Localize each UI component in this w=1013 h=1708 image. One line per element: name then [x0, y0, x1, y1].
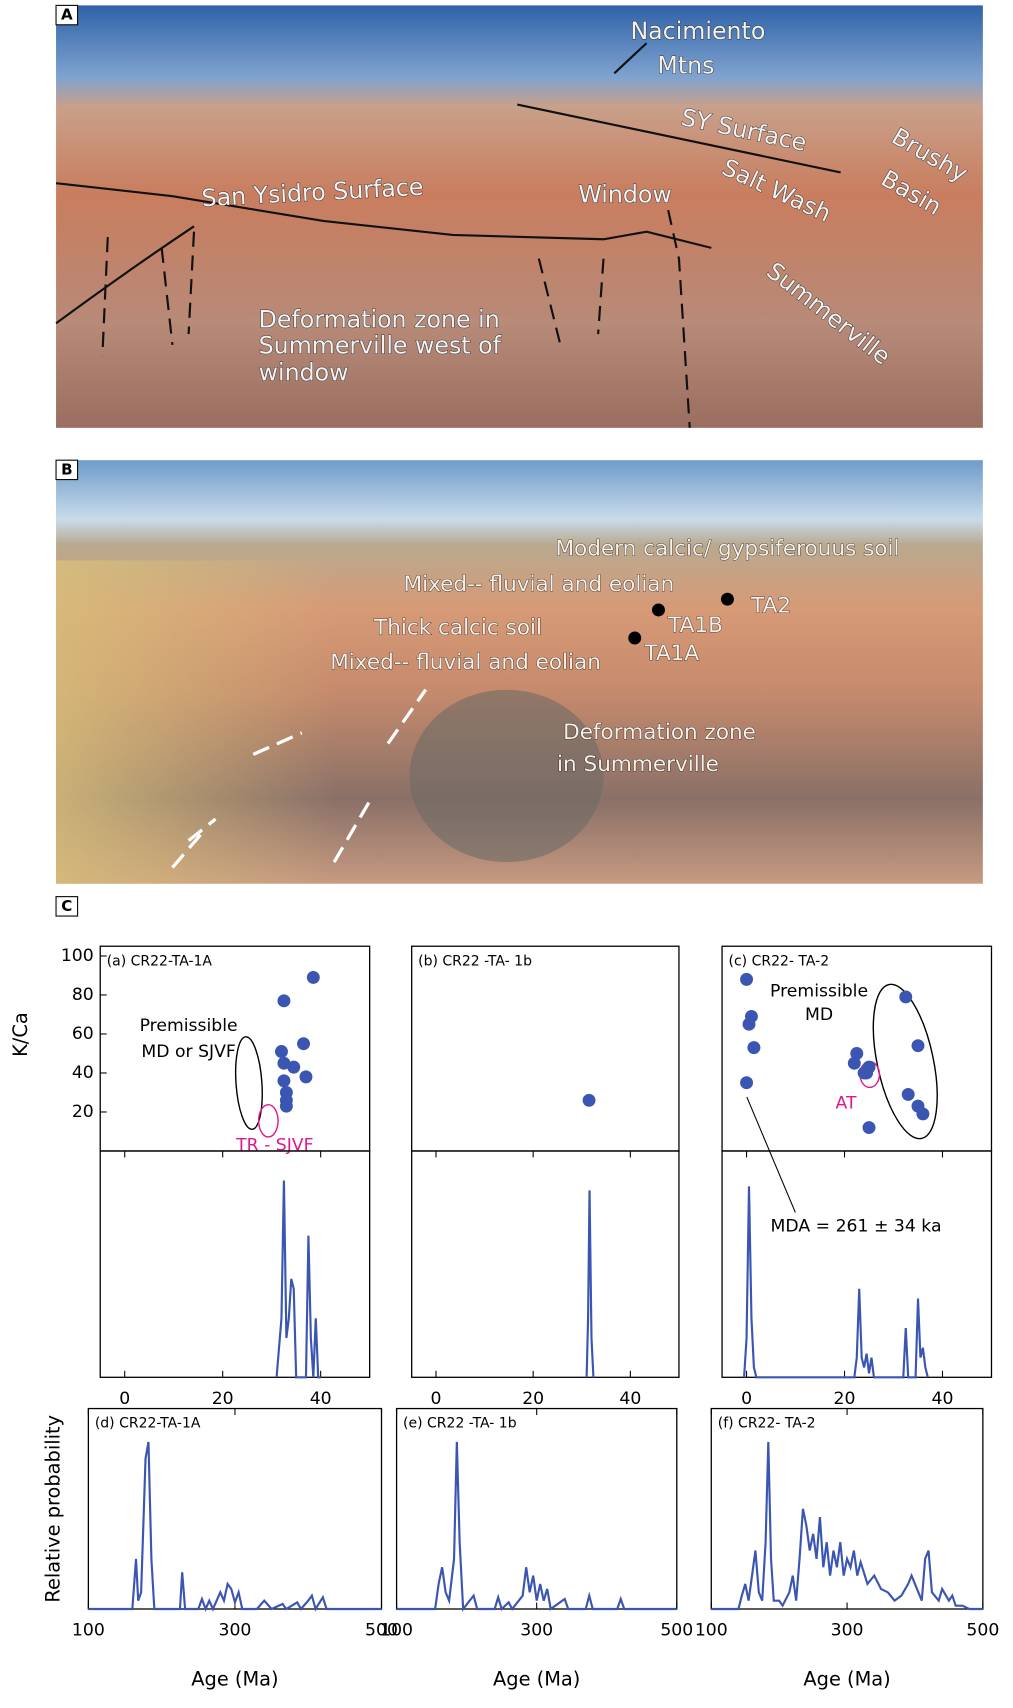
photo-label: Window: [578, 181, 671, 209]
figure: A Nacimiento Mtns SY Surface Brushy Basi…: [0, 0, 1013, 1708]
panel-label: B: [61, 460, 73, 478]
x-tick-label: 20: [212, 1389, 234, 1409]
sample-dot: [721, 593, 734, 606]
annotation: TR - SJVF: [235, 1136, 313, 1156]
x-tick-label: 100: [380, 1621, 413, 1641]
x-tick-label: 20: [522, 1389, 544, 1409]
photo-label: TA2: [750, 594, 791, 619]
probability-curve: [587, 1190, 594, 1377]
x-tick-label: 300: [831, 1621, 864, 1641]
y-axis-label: Relative probability: [41, 1415, 64, 1603]
probability-curve: [744, 1186, 928, 1377]
photo-label: in Summerville: [557, 752, 719, 777]
scatter-point: [860, 1067, 873, 1080]
x-tick-label: 40: [932, 1389, 954, 1409]
chart-title: (f) CR22- TA-2: [718, 1416, 816, 1432]
scatter-point: [583, 1094, 596, 1107]
photo-label: Deformation zone in: [259, 306, 500, 334]
scatter-point: [740, 1076, 753, 1089]
annotation: MD or SJVF: [141, 1042, 235, 1062]
y-tick-label: 40: [72, 1063, 94, 1083]
x-tick-label: 500: [966, 1621, 999, 1641]
photo-label: window: [259, 358, 349, 386]
panel-label: C: [61, 897, 72, 915]
scatter-point: [912, 1039, 925, 1052]
annotation-leader: [747, 1097, 795, 1212]
scatter-point: [747, 1041, 760, 1054]
y-axis-label: K/Ca: [9, 1012, 32, 1057]
photo-label: Modern calcic/ gypsiferouus soil: [555, 537, 899, 562]
plot-frame: [412, 946, 679, 1151]
sample-dot: [628, 632, 641, 645]
annotation-ellipse: [233, 1036, 265, 1130]
scatter-point: [916, 1107, 929, 1120]
photo-label: Mixed-- fluvial and eolian: [330, 650, 601, 675]
scatter-point: [277, 994, 290, 1007]
scatter-point: [743, 1018, 756, 1031]
x-tick-label: 500: [660, 1621, 693, 1641]
scatter-point: [277, 1074, 290, 1087]
annotation: AT: [836, 1094, 857, 1114]
photo-label: Deformation zone: [563, 720, 756, 745]
scatter-point: [899, 990, 912, 1003]
probability-curve: [397, 1442, 677, 1609]
sample-dot: [652, 604, 665, 617]
figure-body: A Nacimiento Mtns SY Surface Brushy Basi…: [9, 5, 999, 1690]
chart-title: (c) CR22- TA-2: [729, 953, 830, 969]
probability-curve: [277, 1181, 321, 1378]
x-tick-label: 40: [310, 1389, 332, 1409]
annotation: MD: [805, 1005, 833, 1025]
photo-label: Mixed-- fluvial and eolian: [404, 572, 675, 597]
annotation: Premissible: [140, 1016, 238, 1036]
annotation: MDA = 261 ± 34 ka: [771, 1216, 942, 1236]
x-tick-label: 100: [695, 1621, 728, 1641]
x-tick-label: 0: [119, 1389, 130, 1409]
x-tick-label: 300: [520, 1621, 553, 1641]
annotation-ellipse: [862, 979, 950, 1145]
x-tick-label: 0: [430, 1389, 441, 1409]
panel-label: A: [61, 6, 73, 24]
scatter-point: [307, 971, 320, 984]
y-tick-label: 80: [72, 985, 94, 1005]
chart-title: (a) CR22-TA-1A: [107, 953, 213, 969]
photo-label: Thick calcic soil: [373, 615, 542, 640]
plot-frame: [100, 1151, 369, 1377]
scatter-point: [848, 1057, 861, 1070]
scatter-point: [275, 1045, 288, 1058]
photo-label: Mtns: [657, 51, 714, 79]
y-tick-label: 20: [72, 1102, 94, 1122]
photo-label: TA1A: [643, 641, 699, 666]
scatter-point: [297, 1037, 310, 1050]
y-tick-label: 100: [61, 946, 94, 966]
photo-label: Summerville west of: [259, 332, 502, 360]
x-tick-label: 40: [619, 1389, 641, 1409]
scatter-point: [740, 973, 753, 986]
x-axis-label: Age (Ma): [493, 1668, 580, 1691]
photo-label: Nacimiento: [630, 17, 765, 45]
plot-frame: [88, 1409, 381, 1609]
chart-title: (d) CR22-TA-1A: [95, 1416, 201, 1432]
x-tick-label: 20: [834, 1389, 856, 1409]
x-tick-label: 300: [218, 1621, 251, 1641]
plot-frame: [412, 1151, 679, 1377]
scatter-point: [863, 1121, 876, 1134]
x-axis-label: Age (Ma): [803, 1668, 890, 1691]
y-tick-label: 60: [72, 1024, 94, 1044]
scatter-point: [280, 1100, 293, 1113]
photo-a: [56, 5, 983, 427]
scatter-point: [902, 1088, 915, 1101]
scatter-point: [287, 1061, 300, 1074]
x-tick-label: 0: [741, 1389, 752, 1409]
annotation: Premissible: [770, 981, 868, 1001]
chart-title: (e) CR22 -TA- 1b: [403, 1416, 517, 1432]
chart-title: (b) CR22 -TA- 1b: [418, 953, 532, 969]
x-tick-label: 100: [72, 1621, 105, 1641]
probability-curve: [88, 1442, 381, 1609]
photo-label: TA1B: [667, 613, 723, 638]
x-axis-label: Age (Ma): [191, 1668, 278, 1691]
probability-curve: [711, 1442, 983, 1609]
scatter-point: [300, 1070, 313, 1083]
annotation-ellipse: [259, 1105, 278, 1137]
